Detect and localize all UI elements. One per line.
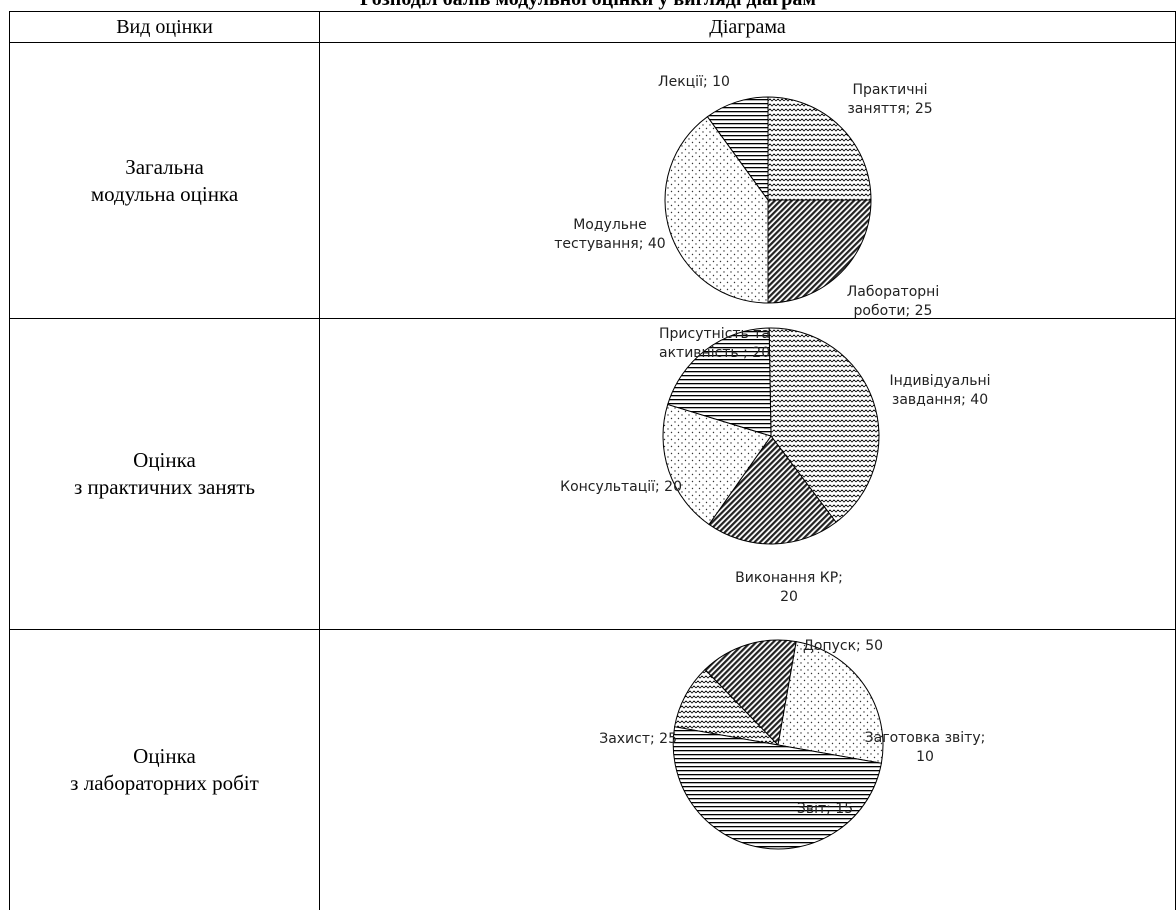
header-diagram: Діаграма (320, 12, 1176, 43)
row-label: Оцінка з лабораторних робіт (10, 630, 320, 910)
slice-label: Звіт; 15 (797, 801, 853, 817)
page-title: Розподіл балів модульної оцінки у вигляд… (0, 0, 1176, 10)
slice-label: Лекції; 10 (658, 74, 730, 90)
row-label-line2: з практичних занять (10, 474, 319, 501)
grading-table: Вид оцінки Діаграма Загальна модульна оц… (9, 11, 1176, 910)
slice-label: Виконання КР;20 (735, 570, 843, 605)
row-label-line2: з лабораторних робіт (10, 770, 319, 797)
row-label-line2: модульна оцінка (10, 181, 319, 208)
slice-label: Консультації; 20 (560, 479, 682, 495)
row-label-line1: Оцінка (10, 743, 319, 770)
slice-label: Захист; 25 (599, 731, 677, 747)
row-label: Загальна модульна оцінка (10, 43, 320, 319)
row-label-line1: Загальна (10, 154, 319, 181)
header-assessment-type: Вид оцінки (10, 12, 320, 43)
row-label: Оцінка з практичних занять (10, 319, 320, 630)
table-header-row: Вид оцінки Діаграма (10, 12, 1176, 43)
row-label-line1: Оцінка (10, 447, 319, 474)
table-row: Оцінка з лабораторних робіт Заготовка зв… (10, 630, 1176, 910)
slice-label: Допуск; 50 (803, 638, 883, 654)
table-row: Оцінка з практичних занять Індивідуальні… (10, 319, 1176, 630)
